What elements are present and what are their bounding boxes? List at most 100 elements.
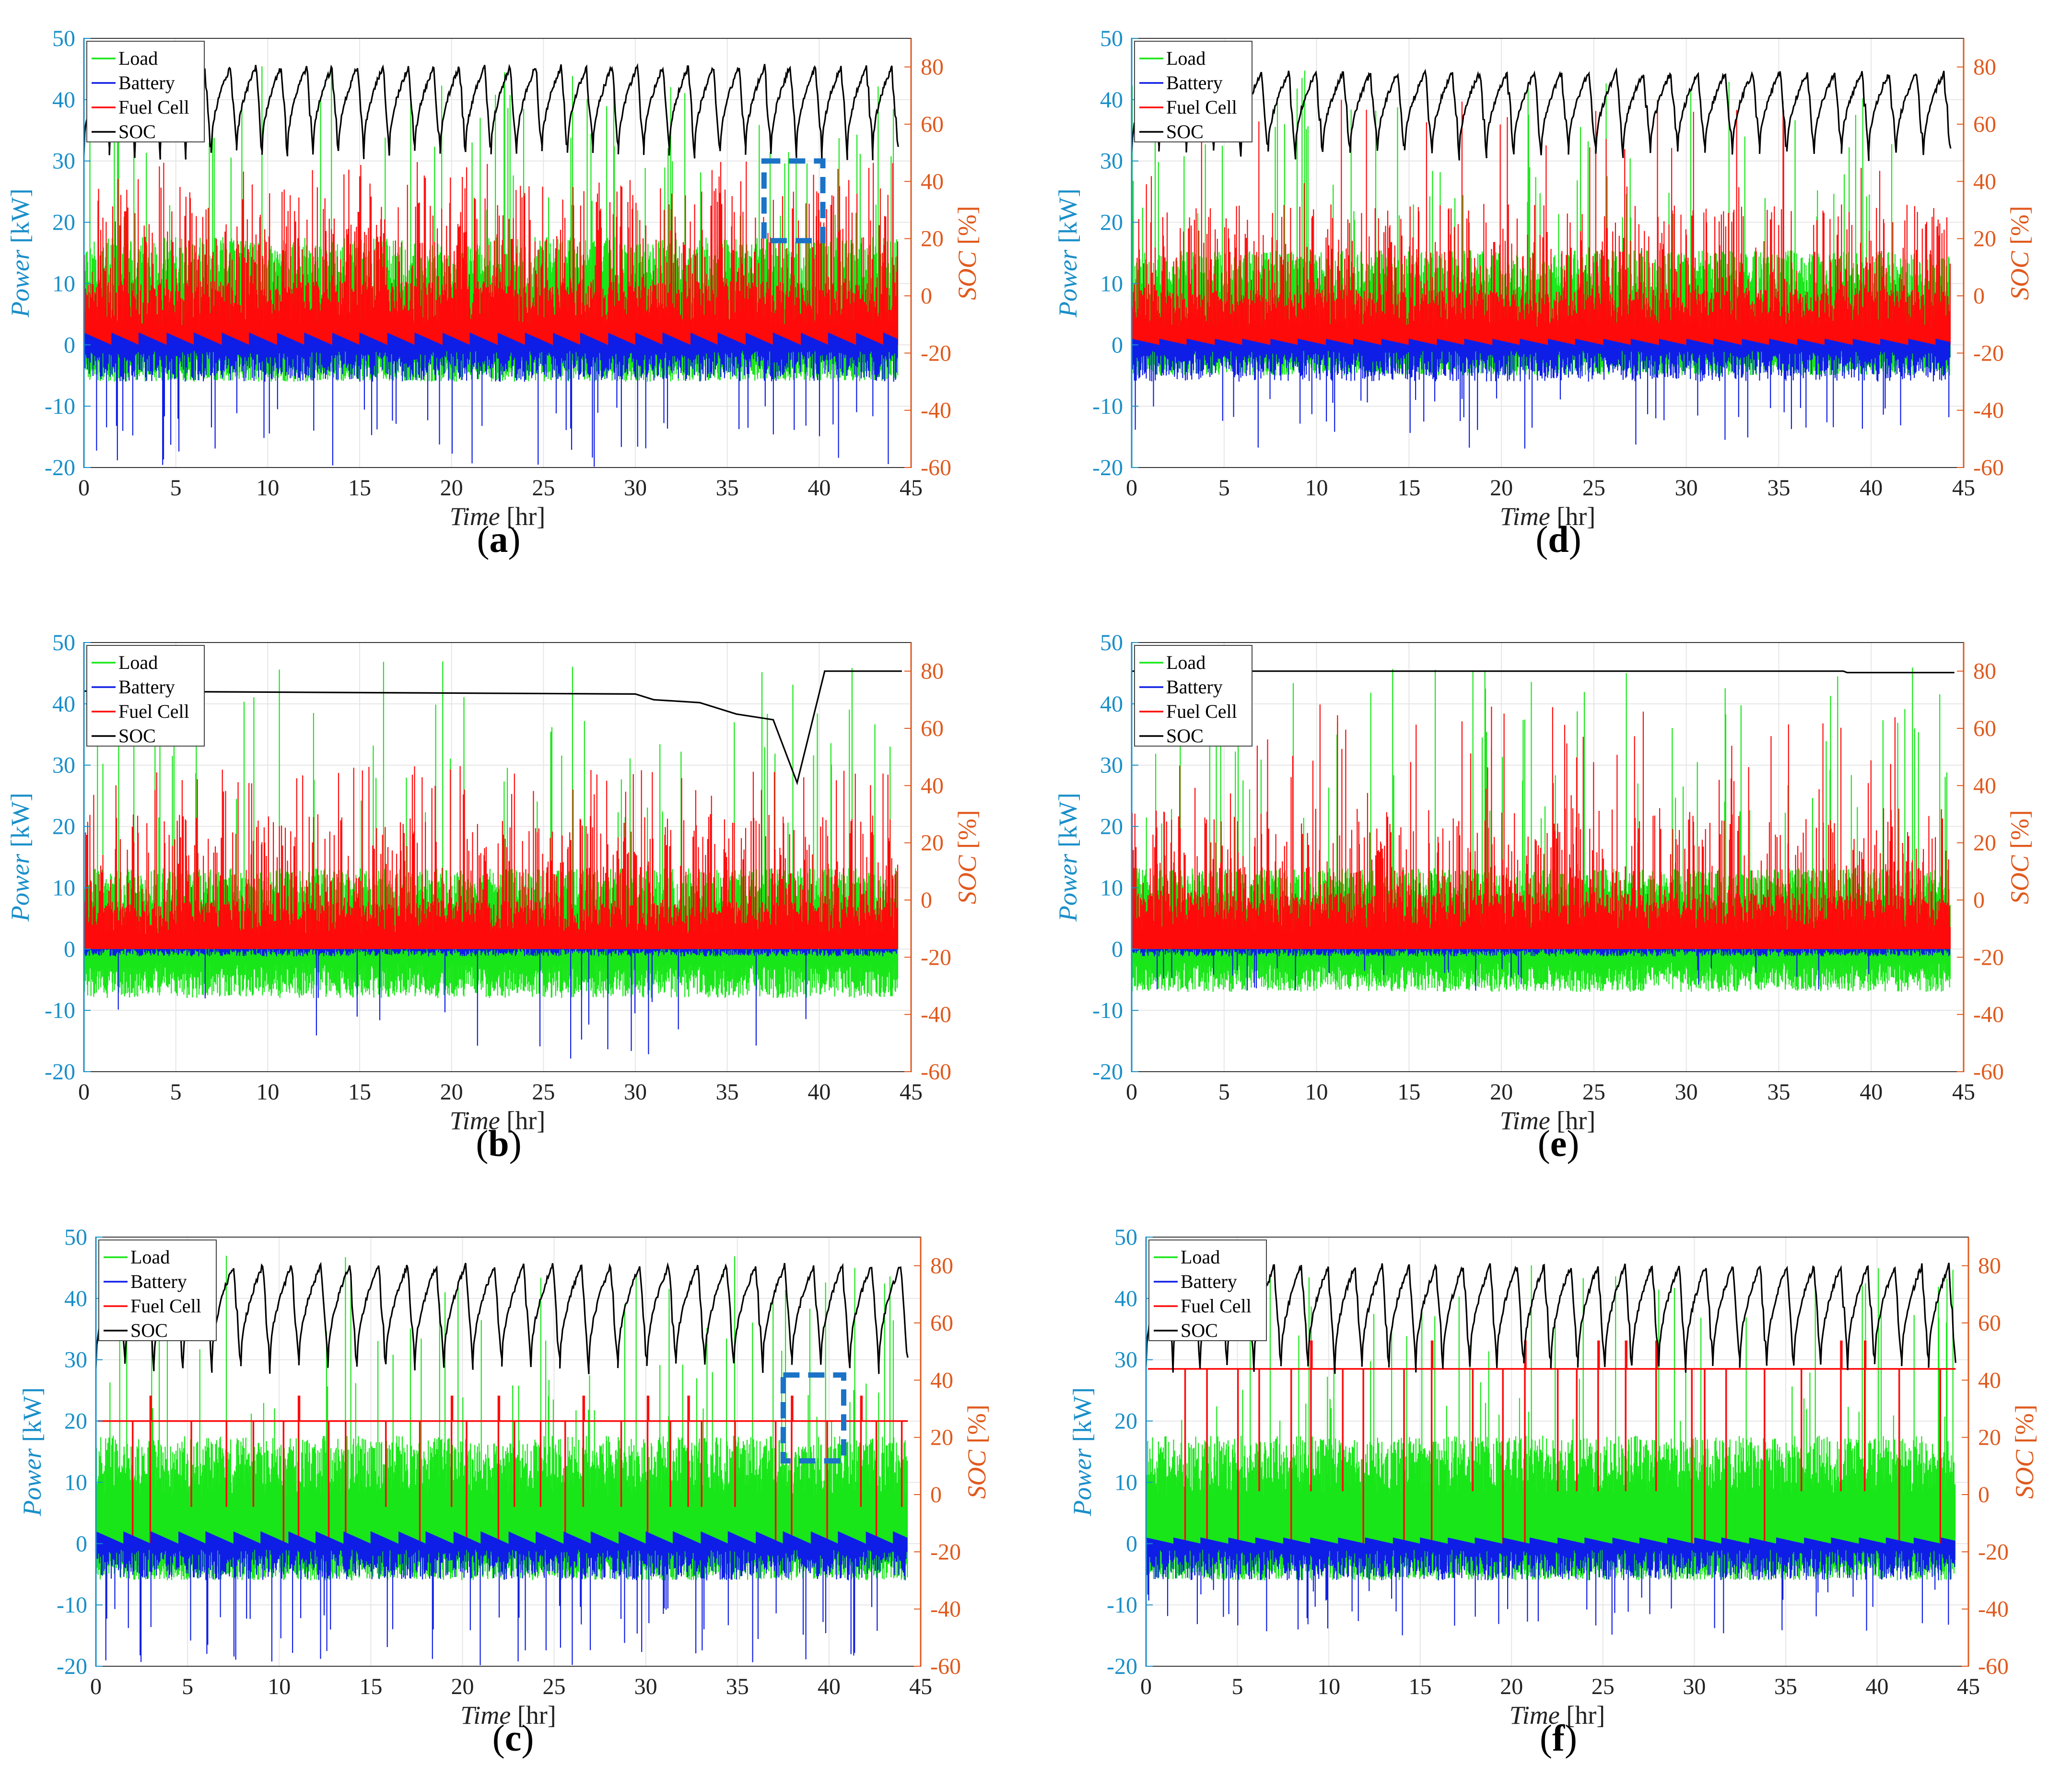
panel-b: -20 -10 0 10 20 30 40 50 -60 -40 -20 0 20 40 60 80 0 5 10 1… xyxy=(0,604,1036,1199)
xtick-5: 25 xyxy=(532,1079,555,1105)
xlabel-d: Time [hr] xyxy=(1500,502,1595,531)
ytick-right-0: -60 xyxy=(1973,1059,2004,1085)
ytick-left-0: -20 xyxy=(1092,1059,1123,1085)
ytick-left-6: 40 xyxy=(64,1286,87,1311)
ytick-left-7: 50 xyxy=(64,1225,87,1250)
xtick-4: 20 xyxy=(1490,475,1513,501)
xtick-3: 15 xyxy=(359,1674,382,1699)
xtick-3: 15 xyxy=(348,475,371,501)
xtick-8: 40 xyxy=(1865,1674,1888,1699)
highlight-box-a xyxy=(761,158,826,244)
ylabel-c: Power [kW] xyxy=(18,1387,47,1516)
ytick-left-0: -20 xyxy=(45,455,75,480)
xtick-2: 10 xyxy=(268,1674,291,1699)
ytick-right-4: 20 xyxy=(921,830,944,856)
ytick-left-2: 0 xyxy=(76,1531,87,1556)
legend-label-0: Load xyxy=(1166,47,1206,69)
series-soc-b xyxy=(83,670,902,785)
ytick-left-7: 50 xyxy=(1100,630,1123,655)
ytick-right-0: -60 xyxy=(1978,1654,2009,1679)
ylabel-d: Power [kW] xyxy=(1054,188,1082,317)
ytick-right-3: 0 xyxy=(1973,283,1985,309)
ytick-left-6: 40 xyxy=(1100,87,1123,113)
xtick-7: 35 xyxy=(716,475,739,501)
ytick-left-6: 40 xyxy=(1114,1286,1137,1311)
series-load-f xyxy=(1145,1265,1956,1580)
legend-label-0: Load xyxy=(118,652,158,673)
legend-b: Load Battery Fuel Cell SOC xyxy=(86,645,205,747)
ytick-right-6: 60 xyxy=(1973,716,1996,741)
ytick-left-0: -20 xyxy=(1107,1654,1137,1679)
ytick-left-2: 0 xyxy=(64,936,75,962)
legend-label-1: Battery xyxy=(130,1271,187,1292)
xtick-1: 5 xyxy=(170,1079,182,1105)
ytick-right-1: -40 xyxy=(1978,1597,2009,1622)
legend-label-2: Fuel Cell xyxy=(118,701,189,722)
ytick-left-1: -10 xyxy=(57,1592,87,1618)
ytick-left-5: 30 xyxy=(52,753,75,778)
ytick-right-7: 80 xyxy=(1978,1253,2001,1279)
xtick-6: 30 xyxy=(1675,1079,1698,1105)
xtick-0: 0 xyxy=(1126,1079,1137,1105)
legend-label-0: Load xyxy=(1181,1246,1220,1268)
xtick-4: 20 xyxy=(451,1674,474,1699)
series-soc-c xyxy=(95,1262,909,1374)
ytick-left-4: 20 xyxy=(64,1409,87,1434)
xtick-0: 0 xyxy=(90,1674,102,1699)
ytick-right-6: 60 xyxy=(930,1310,953,1336)
xtick-0: 0 xyxy=(78,475,90,501)
ytick-right-2: -20 xyxy=(921,945,951,970)
ytick-right-4: 20 xyxy=(921,226,944,252)
ytick-left-1: -10 xyxy=(1092,394,1123,419)
ytick-left-3: 10 xyxy=(1100,271,1123,296)
series-soc-a xyxy=(83,63,899,162)
ytick-right-7: 80 xyxy=(930,1253,953,1279)
ytick-left-7: 50 xyxy=(1100,26,1123,51)
ytick-right-5: 40 xyxy=(921,773,944,798)
xlabel-e: Time [hr] xyxy=(1500,1106,1595,1135)
xtick-9: 45 xyxy=(900,1079,923,1105)
caption-a: (a) xyxy=(477,518,521,560)
caption-f: (f) xyxy=(1540,1717,1577,1759)
legend-c: Load Battery Fuel Cell SOC xyxy=(98,1239,217,1341)
series-battery-a xyxy=(83,332,898,467)
xtick-3: 15 xyxy=(1409,1674,1432,1699)
xtick-8: 40 xyxy=(808,1079,831,1105)
y2label-e: SOC [%] xyxy=(2005,810,2034,904)
panel-e: -20 -10 0 10 20 30 40 50 -60 -40 -20 0 20 40 60 80 0 5 10 1… xyxy=(1045,604,2072,1199)
legend-label-3: SOC xyxy=(130,1320,168,1341)
series-soc-d xyxy=(1131,67,1952,161)
series-soc-e xyxy=(1132,670,1955,674)
xtick-0: 0 xyxy=(78,1079,90,1105)
ylabel-e: Power [kW] xyxy=(1054,793,1082,922)
legend-label-2: Fuel Cell xyxy=(1181,1295,1252,1317)
ytick-right-6: 60 xyxy=(921,112,944,137)
ytick-right-5: 40 xyxy=(1973,773,1996,798)
legend-label-3: SOC xyxy=(118,725,156,747)
legend-label-1: Battery xyxy=(118,72,175,94)
ytick-left-6: 40 xyxy=(52,87,75,113)
caption-b: (b) xyxy=(476,1123,522,1164)
caption-e: (e) xyxy=(1537,1123,1580,1164)
ytick-right-6: 60 xyxy=(921,716,944,741)
xtick-2: 10 xyxy=(256,1079,279,1105)
xtick-2: 10 xyxy=(256,475,279,501)
ytick-left-0: -20 xyxy=(1092,455,1123,480)
xtick-6: 30 xyxy=(1675,475,1698,501)
xtick-8: 40 xyxy=(1860,475,1883,501)
ytick-left-2: 0 xyxy=(1112,936,1123,962)
ytick-left-6: 40 xyxy=(1100,691,1123,717)
xlabel-f: Time [hr] xyxy=(1510,1701,1605,1730)
series-soc-f xyxy=(1145,1263,1956,1374)
ytick-left-4: 20 xyxy=(1100,210,1123,235)
ytick-right-4: 20 xyxy=(1973,226,1996,252)
ytick-right-0: -60 xyxy=(921,1059,951,1085)
ytick-right-7: 80 xyxy=(1973,659,1996,684)
caption-d: (d) xyxy=(1535,518,1581,560)
xtick-1: 5 xyxy=(170,475,182,501)
